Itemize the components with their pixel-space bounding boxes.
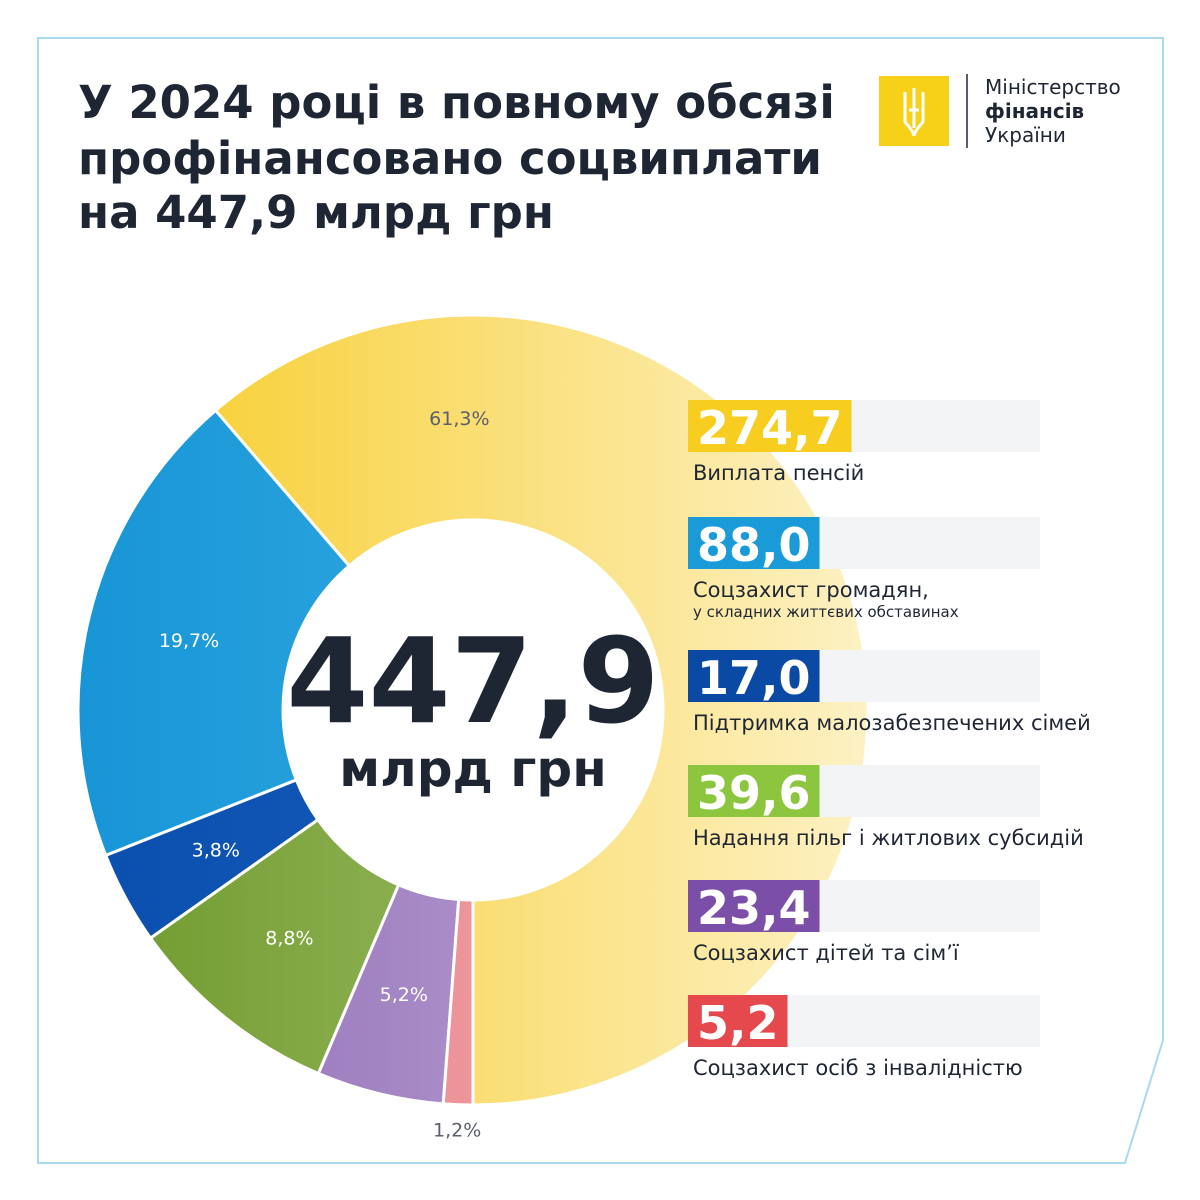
total-value: 447,9 <box>286 612 659 750</box>
legend: 274,7 Виплата пенсій 88,0 Соцзахист громадя… <box>688 400 1091 1080</box>
total-unit: млрд грн <box>339 740 607 798</box>
category-label: Соцзахист громадян, <box>693 578 929 602</box>
amount-box <box>688 765 820 817</box>
title-line: У 2024 році в повному обсязі <box>78 76 835 129</box>
slice-label: 3,8% <box>192 839 240 861</box>
slice-label: 8,8% <box>265 928 313 950</box>
frame <box>37 37 1164 1164</box>
brand-line: Міністерство <box>985 75 1121 99</box>
donut-slice <box>76 408 352 858</box>
category-label: Підтримка малозабезпечених сімей <box>693 711 1091 735</box>
amount-box <box>688 880 820 932</box>
category-label: Соцзахист осіб з інвалідністю <box>693 1056 1023 1080</box>
donut-slice <box>441 897 475 1107</box>
amount-label: 23,4 <box>697 881 811 935</box>
amount-box <box>688 650 820 702</box>
title: У 2024 році в повному обсязі профінансов… <box>78 76 835 239</box>
amount-label: 39,6 <box>697 766 811 820</box>
amount-box <box>688 995 788 1047</box>
title-line: на 447,9 млрд грн <box>78 186 554 239</box>
amount-box <box>688 517 820 569</box>
slice-label: 61,3% <box>429 408 489 430</box>
category-note: у складних життєвих обставинах <box>693 603 959 621</box>
brand-line: фінансів <box>985 99 1084 123</box>
category-label: Соцзахист дітей та сім’ї <box>693 941 959 965</box>
category-label: Виплата пенсій <box>693 461 864 485</box>
category-label: Надання пільг і житлових субсидій <box>693 826 1084 850</box>
logo: Міністерство фінансів України <box>879 74 1121 148</box>
amount-label: 5,2 <box>697 996 779 1050</box>
amount-label: 17,0 <box>697 651 811 705</box>
amount-label: 274,7 <box>697 401 843 455</box>
donut-hole <box>284 521 662 899</box>
amount-box <box>688 400 852 452</box>
slice-label: 1,2% <box>433 1120 481 1142</box>
brand-line: України <box>985 123 1066 147</box>
title-line: профінансовано соцвиплати <box>78 132 822 185</box>
slice-label: 19,7% <box>159 630 219 652</box>
logo-trident <box>903 88 925 137</box>
amount-label: 88,0 <box>697 518 811 572</box>
slice-label: 5,2% <box>380 984 428 1006</box>
